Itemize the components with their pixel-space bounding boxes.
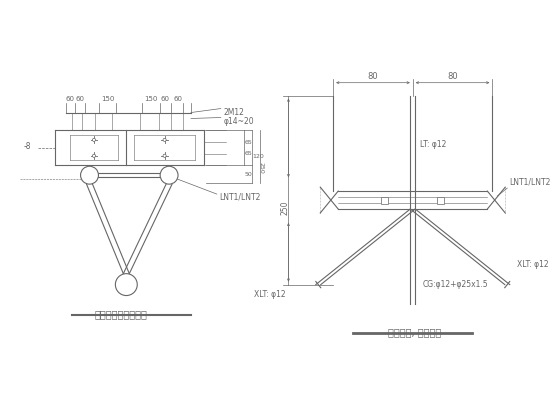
Text: LT: φ12: LT: φ12	[420, 140, 446, 150]
Text: 250: 250	[258, 162, 263, 173]
Text: 2M12: 2M12	[224, 108, 245, 117]
Text: φ14~20: φ14~20	[224, 116, 254, 126]
Text: XLT: φ12: XLT: φ12	[254, 289, 285, 299]
Circle shape	[163, 138, 166, 142]
Text: 150: 150	[101, 96, 114, 102]
Text: 80: 80	[447, 72, 458, 81]
Text: 60: 60	[65, 96, 74, 102]
Text: 屋面檩条固定座构造: 屋面檩条固定座构造	[95, 310, 148, 320]
Text: 150: 150	[144, 96, 158, 102]
Text: 檩间拉杆, 撑杆详图: 檩间拉杆, 撑杆详图	[388, 327, 441, 337]
Text: LNT1/LNT2: LNT1/LNT2	[219, 192, 260, 201]
Text: 60: 60	[174, 96, 183, 102]
Text: 80: 80	[368, 72, 379, 81]
Text: 250: 250	[281, 200, 290, 215]
Circle shape	[81, 166, 99, 184]
Text: 120: 120	[253, 154, 264, 159]
Text: 60: 60	[161, 96, 170, 102]
Circle shape	[92, 154, 96, 158]
Circle shape	[92, 138, 96, 142]
Text: 65: 65	[245, 139, 253, 144]
Text: XLT: φ12: XLT: φ12	[517, 260, 549, 269]
Circle shape	[160, 166, 178, 184]
Text: CG:φ12+φ25x1.5: CG:φ12+φ25x1.5	[423, 280, 488, 289]
Text: -8: -8	[24, 142, 31, 151]
Text: LNT1/LNT2: LNT1/LNT2	[509, 177, 550, 186]
Bar	[437, 197, 444, 204]
Bar	[381, 197, 389, 204]
Circle shape	[115, 274, 137, 296]
Circle shape	[163, 154, 166, 158]
Text: 50: 50	[245, 172, 253, 177]
Text: 60: 60	[75, 96, 84, 102]
Text: 65: 65	[245, 151, 253, 156]
